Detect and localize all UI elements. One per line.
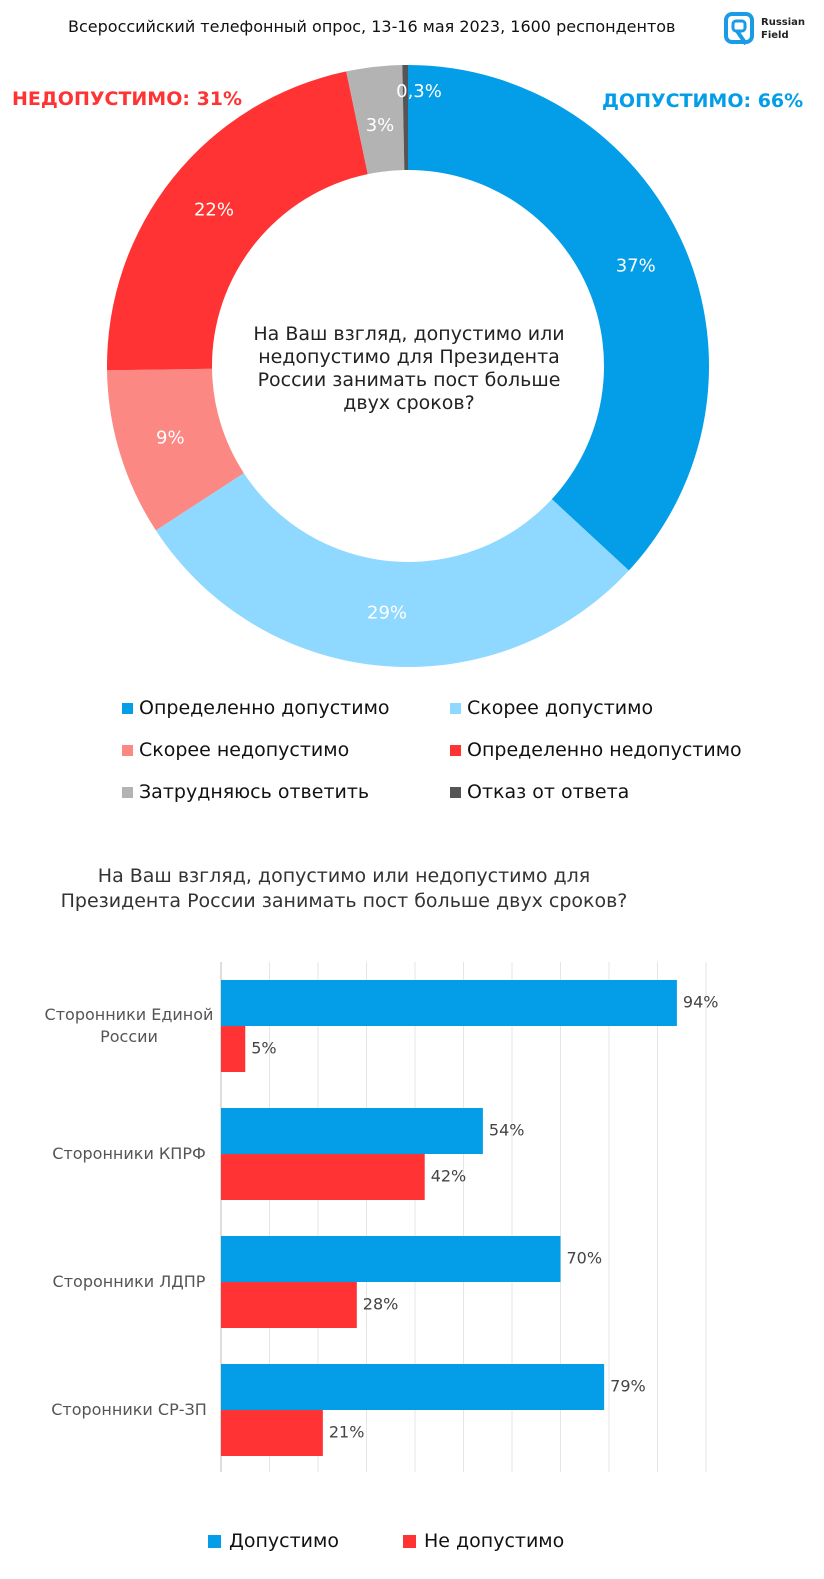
legend-label: Отказ от ответа xyxy=(467,781,630,803)
slice-rather-acceptable xyxy=(155,473,629,667)
legend-swatch xyxy=(208,1534,221,1548)
bar-value-label: 28% xyxy=(363,1295,399,1314)
slice-definitely-unacceptable xyxy=(107,71,368,371)
legend-item: Определенно допустимо xyxy=(122,697,390,719)
legend-label: Определенно допустимо xyxy=(139,697,390,719)
legend-label: Скорее допустимо xyxy=(467,697,654,719)
logo-text-line2: Field xyxy=(761,30,789,41)
slice-rather-unacceptable xyxy=(107,368,244,531)
legend-swatch xyxy=(450,744,461,756)
legend-label: Не допустимо xyxy=(424,1530,565,1552)
legend-swatch xyxy=(122,786,133,798)
slice-label: 29% xyxy=(367,603,407,624)
legend-label: Затрудняюсь ответить xyxy=(139,781,370,803)
survey-info: Всероссийский телефонный опрос, 13-16 ма… xyxy=(68,17,676,36)
bar-acceptable xyxy=(221,1108,483,1154)
slice-label: 22% xyxy=(194,200,234,221)
logo-text-line1: Russian xyxy=(761,17,806,28)
legend-item: Определенно недопустимо xyxy=(450,739,742,761)
slice-refusal xyxy=(402,65,408,171)
slice-definitely-acceptable xyxy=(408,65,710,571)
legend-label: Определенно недопустимо xyxy=(467,739,742,761)
bar-unacceptable xyxy=(221,1026,246,1072)
bar-chart-title: На Ваш взгляд, допустимо или недопустимо… xyxy=(60,865,628,912)
bar-acceptable xyxy=(221,980,677,1026)
slice-label: 37% xyxy=(616,256,656,277)
bar-acceptable xyxy=(221,1236,561,1282)
bar-legend-item: Не допустимо xyxy=(403,1530,564,1552)
legend-swatch xyxy=(122,702,133,714)
bar-value-label: 21% xyxy=(329,1423,365,1442)
legend-item: Скорее допустимо xyxy=(450,697,653,719)
bar-value-label: 42% xyxy=(431,1167,467,1186)
slice-label: 0,3% xyxy=(396,81,442,102)
bar-unacceptable xyxy=(221,1154,425,1200)
donut-question: На Ваш взгляд, допустимо или недопустимо… xyxy=(253,323,565,414)
acceptable-total: ДОПУСТИМО: 66% xyxy=(602,90,804,112)
slice-hard-to-say xyxy=(346,65,405,175)
category-label: Сторонники Единой России xyxy=(45,1005,214,1046)
legend-swatch xyxy=(403,1534,416,1548)
legend-label: Допустимо xyxy=(229,1530,339,1552)
category-label: Сторонники ЛДПР xyxy=(53,1272,206,1291)
legend-item: Скорее недопустимо xyxy=(122,739,349,761)
legend-item: Отказ от ответа xyxy=(450,781,629,803)
legend-label: Скорее недопустимо xyxy=(139,739,350,761)
bar-value-label: 54% xyxy=(489,1121,525,1140)
legend-item: Затрудняюсь ответить xyxy=(122,781,369,803)
russian-field-logo: Russian Field xyxy=(724,12,805,48)
bar-acceptable xyxy=(221,1364,605,1410)
logo-mark-icon xyxy=(724,12,754,46)
category-label: Сторонники СР-ЗП xyxy=(51,1400,207,1419)
bar-legend-item: Допустимо xyxy=(208,1530,339,1552)
bar-value-label: 5% xyxy=(251,1039,276,1058)
unacceptable-total: НЕДОПУСТИМО: 31% xyxy=(12,88,243,110)
bar-value-label: 70% xyxy=(567,1249,603,1268)
bar-value-label: 94% xyxy=(683,993,719,1012)
donut-chart: 37% 29% 9% 22% 3%0,3% xyxy=(107,65,710,667)
logo-text: Russian Field xyxy=(761,16,805,42)
legend-swatch xyxy=(450,702,461,714)
legend-swatch xyxy=(122,744,133,756)
bar-unacceptable xyxy=(221,1282,357,1328)
legend-swatch xyxy=(450,786,461,798)
bar-value-label: 79% xyxy=(610,1377,646,1396)
slice-label: 3% xyxy=(366,115,395,136)
category-label: Сторонники КПРФ xyxy=(52,1144,206,1163)
bar-unacceptable xyxy=(221,1410,323,1456)
slice-label: 9% xyxy=(156,427,185,448)
